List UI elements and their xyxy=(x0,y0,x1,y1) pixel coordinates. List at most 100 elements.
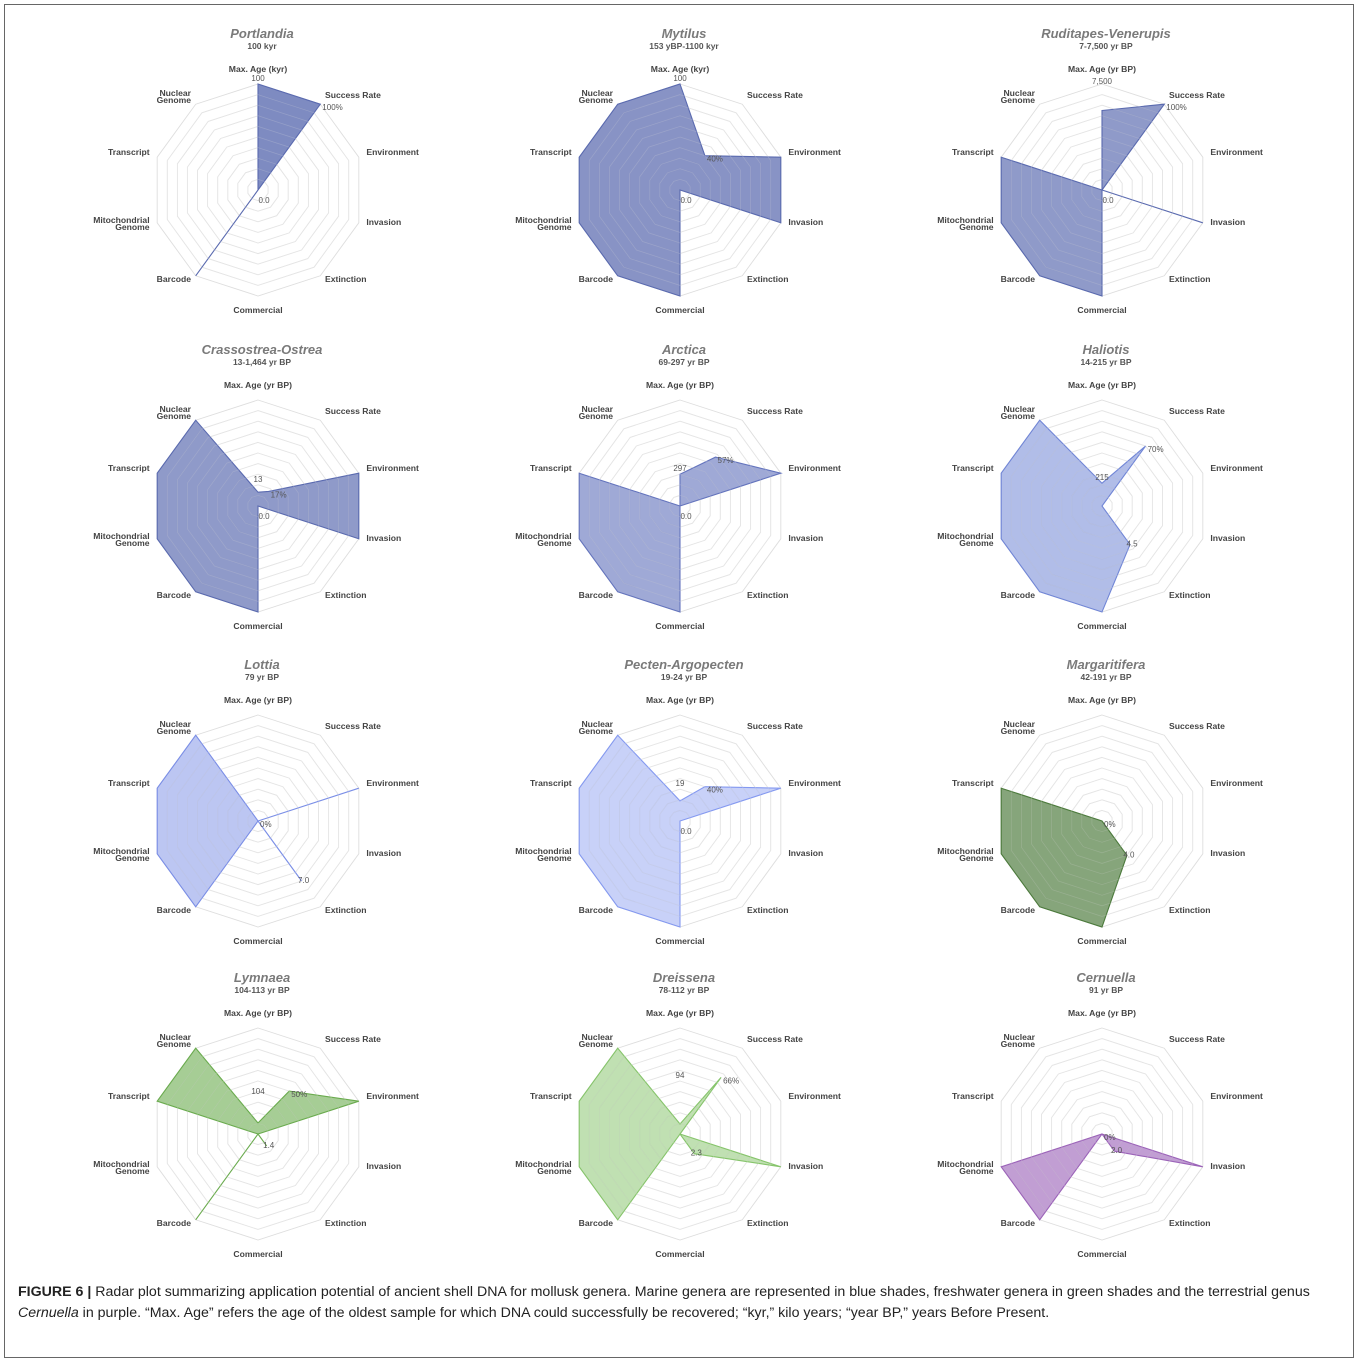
grid-ring-overlay xyxy=(1041,441,1163,571)
data-label: 100% xyxy=(322,103,342,112)
grid-ring-overlay xyxy=(207,136,309,244)
grid-ring-overlay xyxy=(1081,799,1123,843)
grid-ring xyxy=(197,125,319,255)
grid-ring-overlay xyxy=(166,1038,350,1230)
axis-label: Barcode xyxy=(579,274,614,284)
axis-label: Commercial xyxy=(1077,305,1126,315)
data-label: 0.0 xyxy=(680,827,692,836)
grid-ring-overlay xyxy=(1030,431,1174,581)
radar-subtitle: 153 yBP-1100 kyr xyxy=(649,41,719,51)
axis-label: Invasion xyxy=(788,217,823,227)
radar-svg: Max. Age (yr BP) Success Rate Environment I… xyxy=(93,695,419,946)
radar-title: Haliotis xyxy=(1082,342,1130,357)
axis-label: Barcode xyxy=(1001,1218,1036,1228)
axis-label: Barcode xyxy=(579,1218,614,1228)
grid-ring xyxy=(207,136,309,244)
data-label: 13 xyxy=(254,475,263,484)
grid-ring-overlay xyxy=(1021,1048,1184,1220)
data-label: 0% xyxy=(1104,820,1116,829)
axis-label: Max. Age (kyr) xyxy=(229,64,288,74)
grid-ring-overlay xyxy=(1021,420,1184,592)
radar-svg: Max. Age (yr BP) Success Rate Environment I… xyxy=(515,695,841,946)
grid-ring-overlay xyxy=(629,136,731,244)
grid-ring-overlay xyxy=(217,1091,299,1177)
grid-ring-overlay xyxy=(197,441,319,571)
axis-label: Invasion xyxy=(366,533,401,543)
radar-svg: Max. Age (yr BP) Success Rate Environment I… xyxy=(515,380,841,631)
axis-label: Max. Age (yr BP) xyxy=(1068,380,1136,390)
grid-ring-overlay xyxy=(177,104,340,276)
grid-ring-overlay xyxy=(186,746,330,896)
axis-label: Nuclear Genome xyxy=(157,404,192,421)
caption-text-1: Cernuella xyxy=(18,1305,79,1321)
grid-ring-overlay xyxy=(1051,1080,1153,1188)
grid-ring-overlay xyxy=(227,157,289,223)
grid-ring-overlay xyxy=(207,1080,309,1188)
radar-svg: Max. Age (kyr) Success Rate Environment Inv… xyxy=(515,64,841,315)
radar-panel: Pecten-Argopecten 19-24 yr BP Max. Age (yr… xyxy=(474,631,894,946)
axis-label: Mitochondrial Genome xyxy=(515,846,572,863)
data-label: 0.0 xyxy=(680,196,692,205)
caption-text-2: in purple. “Max. Age” refers the age of … xyxy=(78,1305,1050,1321)
grid-ring-overlay xyxy=(1010,94,1194,286)
grid-ring-overlay xyxy=(629,1080,731,1188)
axis-label: Environment xyxy=(1210,1091,1263,1101)
radar-subtitle: 100 kyr xyxy=(247,41,277,51)
axis-label: Extinction xyxy=(747,590,789,600)
axis-label: Invasion xyxy=(1210,217,1245,227)
grid-ring-overlay xyxy=(588,410,772,602)
axis-label: Environment xyxy=(366,147,419,157)
axis-label: Success Rate xyxy=(747,406,803,416)
radar-panel: Arctica 69-297 yr BP Max. Age (yr BP) Succe… xyxy=(474,316,894,631)
axis-label: Success Rate xyxy=(747,721,803,731)
data-label: 4.5 xyxy=(1126,540,1138,549)
radar-svg: Max. Age (yr BP) Success Rate Environment I… xyxy=(937,1008,1263,1259)
grid-ring-overlay xyxy=(166,94,350,286)
radar-panel: Lottia 79 yr BP Max. Age (yr BP) Success Ra… xyxy=(52,631,472,946)
data-label: 19 xyxy=(676,779,685,788)
data-label: 0.0 xyxy=(1102,196,1114,205)
axis-label: Extinction xyxy=(1169,905,1211,915)
axis-label: Environment xyxy=(1210,463,1263,473)
axis-label: Mitochondrial Genome xyxy=(515,1159,572,1176)
grid-ring-overlay xyxy=(649,788,711,854)
grid-ring-overlay xyxy=(1061,463,1143,549)
radar-panel: Dreissena 78-112 yr BP Max. Age (yr BP) Suc… xyxy=(474,944,894,1259)
grid-ring-overlay xyxy=(237,1112,279,1156)
data-label: 7.0 xyxy=(298,876,310,885)
axis-label: Success Rate xyxy=(747,90,803,100)
grid-ring-overlay xyxy=(1091,1122,1113,1146)
grid-ring-overlay xyxy=(619,756,741,886)
grid-ring-overlay xyxy=(227,788,289,854)
axis-label: Barcode xyxy=(1001,590,1036,600)
grid-ring-overlay xyxy=(166,725,350,917)
axis-label: Nuclear Genome xyxy=(157,88,192,105)
figure-caption: FIGURE 6 | Radar plot summarizing applic… xyxy=(18,1282,1340,1324)
grid-ring-overlay xyxy=(639,463,721,549)
grid-ring xyxy=(156,83,360,297)
data-label: 0.0 xyxy=(258,512,270,521)
grid-ring-overlay xyxy=(207,452,309,560)
grid-ring-overlay xyxy=(1030,115,1174,265)
grid-ring-overlay xyxy=(1021,735,1184,907)
axis-label: Success Rate xyxy=(1169,1034,1225,1044)
axis-label: Nuclear Genome xyxy=(1001,88,1036,105)
grid-ring-overlay xyxy=(1041,125,1163,255)
axis-label: Max. Age (yr BP) xyxy=(1068,64,1136,74)
radar-series xyxy=(195,83,322,277)
data-label: 94 xyxy=(676,1071,685,1080)
radar-series xyxy=(578,734,781,928)
radar-panel: Lymnaea 104-113 yr BP Max. Age (yr BP) Succ… xyxy=(52,944,472,1259)
radar-title: Dreissena xyxy=(652,970,716,985)
axis-label: Invasion xyxy=(366,848,401,858)
axis-label: Commercial xyxy=(233,1249,282,1259)
axis-label: Environment xyxy=(788,147,841,157)
data-label: 2.0 xyxy=(1111,1146,1123,1155)
grid-ring-overlay xyxy=(659,1112,701,1156)
grid-ring-overlay xyxy=(1021,104,1184,276)
axis-label: Commercial xyxy=(233,305,282,315)
axis-label: Mitochondrial Genome xyxy=(93,1159,150,1176)
axis-label: Commercial xyxy=(1077,936,1126,946)
grid-ring-overlay xyxy=(197,756,319,886)
grid-ring xyxy=(237,168,279,212)
